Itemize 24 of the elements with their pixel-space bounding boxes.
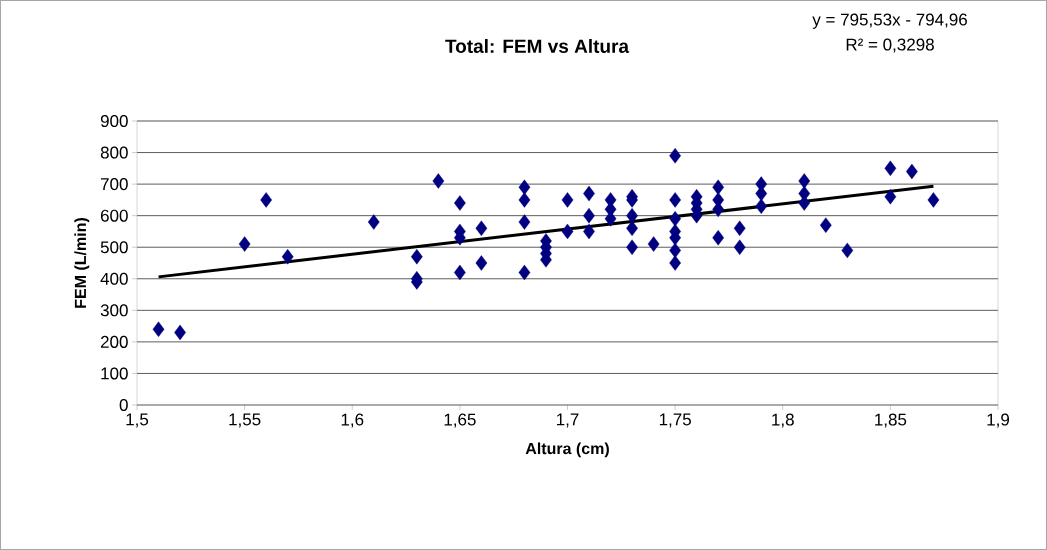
text: R² = 0,3298 <box>846 38 934 53</box>
x-axis-title: Altura (cm) <box>525 442 609 458</box>
chart-title: Total: FEM vs Altura <box>445 39 630 53</box>
x-tick-label: 1,75 <box>659 413 691 428</box>
x-tick-label: 1,65 <box>444 413 476 428</box>
x-tick-label: 1,9 <box>987 413 1010 428</box>
y-tick-label: 500 <box>100 241 128 254</box>
x-tick-label: 1,7 <box>556 413 579 428</box>
y-tick-label: 700 <box>100 178 128 191</box>
y-tick-label: 200 <box>100 335 128 348</box>
y-tick-label: 0 <box>119 398 128 412</box>
text: y = 795,53x - 794,96 <box>812 13 967 29</box>
x-tick-label: 1,6 <box>341 413 364 428</box>
y-tick-label: 400 <box>100 272 128 285</box>
x-tick-label: 1,55 <box>229 413 261 428</box>
y-axis-title: FEM (L/min) <box>74 218 90 308</box>
y-tick-label: 100 <box>101 367 128 380</box>
y-tick-label: 800 <box>100 146 128 159</box>
x-tick-label: 1,8 <box>772 413 794 428</box>
y-tick-label: 900 <box>100 114 128 128</box>
x-tick-label: 1,5 <box>126 413 149 428</box>
x-tick-label: 1,85 <box>875 413 907 428</box>
y-tick-label: 300 <box>100 304 128 317</box>
y-tick-label: 600 <box>100 209 128 222</box>
